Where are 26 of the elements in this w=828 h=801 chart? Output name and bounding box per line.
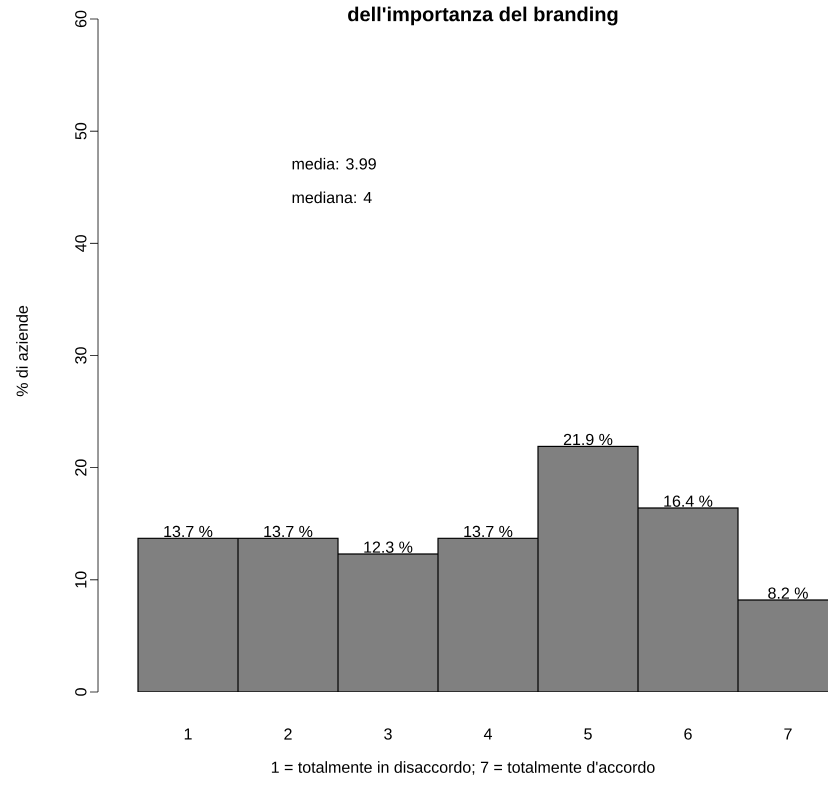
data-label: 13.7 % bbox=[264, 526, 312, 538]
data-label: 16.4 % bbox=[664, 496, 712, 507]
y-tick-label: 50 bbox=[75, 122, 86, 140]
x-tick-label: 2 bbox=[284, 728, 292, 740]
data-label: 13.7 % bbox=[164, 526, 212, 538]
data-label: 13.7 % bbox=[464, 526, 512, 538]
data-label: 8.2 % bbox=[768, 587, 808, 599]
x-tick-label: 3 bbox=[384, 728, 392, 740]
y-tick-label: 40 bbox=[75, 235, 86, 252]
x-tick-label: 4 bbox=[484, 728, 492, 740]
y-tick-label: 60 bbox=[75, 10, 86, 28]
x-tick-label: 5 bbox=[584, 728, 592, 740]
x-tick-label: 6 bbox=[684, 728, 692, 740]
x-axis-title: 1 = totalmente in disaccordo; 7 = totalmente d'accordo bbox=[272, 761, 655, 775]
y-tick-label: 10 bbox=[75, 572, 86, 588]
y-tick-label: 30 bbox=[75, 347, 86, 364]
y-tick-label: 0 bbox=[75, 688, 86, 696]
y-tick-label: 20 bbox=[75, 459, 86, 476]
annotation: mediana: 4 bbox=[292, 191, 372, 204]
y-axis-title: % di aziende bbox=[16, 306, 28, 396]
annotation: media: 3.99 bbox=[292, 158, 376, 170]
x-tick-label: 7 bbox=[784, 728, 792, 740]
chart-title: dell'importanza del branding bbox=[348, 6, 618, 26]
data-label: 21.9 % bbox=[564, 434, 612, 446]
x-tick-label: 1 bbox=[184, 728, 192, 740]
data-label: 12.3 % bbox=[364, 542, 412, 553]
